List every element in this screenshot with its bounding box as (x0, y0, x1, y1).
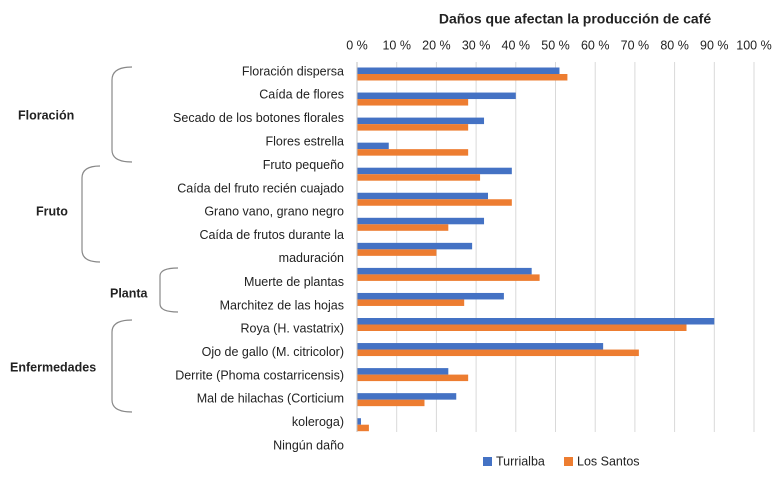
y-tick-label: Floración dispersa (242, 64, 344, 78)
bar (357, 167, 512, 175)
y-tick-label: Marchitez de las hojas (220, 298, 344, 312)
bar (357, 393, 457, 400)
bar (357, 142, 389, 150)
y-tick-label: Caída del fruto recién cuajado (177, 181, 344, 195)
bar (357, 124, 469, 131)
x-tick-label: 30 % (462, 38, 491, 52)
y-tick-label: Roya (H. vastatrix) (241, 322, 345, 336)
bar (357, 418, 361, 425)
legend-swatch (564, 457, 573, 466)
bar (357, 74, 568, 81)
x-tick-label: 20 % (422, 38, 451, 52)
y-tick-label: Secado de los botones florales (173, 111, 344, 125)
x-tick-label: 100 % (736, 38, 771, 52)
bar (357, 67, 560, 74)
bar (357, 149, 469, 156)
y-tick-label: Caída de flores (259, 88, 344, 102)
y-tick-label: Grano vano, grano negro (204, 205, 344, 219)
x-tick-label: 10 % (382, 38, 411, 52)
bar (357, 318, 715, 325)
bar (357, 199, 512, 206)
bar (357, 349, 639, 357)
y-tick-label: Fruto pequeño (263, 158, 344, 172)
label-line: Mal de hilachas (Corticium (197, 392, 344, 406)
x-tick-label: 60 % (581, 38, 610, 52)
label-line: koleroga) (292, 415, 344, 429)
bar (357, 299, 465, 306)
bar (357, 324, 687, 331)
bar (357, 249, 437, 256)
bar (357, 292, 504, 300)
bar (357, 399, 425, 407)
bar (357, 217, 485, 225)
y-tick-label: Muerte de plantas (244, 275, 344, 289)
bar (357, 192, 489, 200)
y-tick-label: Mal de hilachas (Corticium koleroga) (197, 392, 344, 429)
bar (357, 374, 469, 382)
bracket (159, 267, 179, 313)
bracket (111, 66, 133, 163)
bracket (111, 319, 133, 413)
chart-title: Daños que afectan la producción de café (439, 11, 712, 27)
x-tick-label: 0 % (346, 38, 368, 52)
bar (357, 242, 473, 250)
x-tick-label: 40 % (502, 38, 531, 52)
y-tick-label: Flores estrella (266, 134, 345, 148)
y-tick-label: Ojo de gallo (M. citricolor) (202, 345, 344, 359)
bar (357, 117, 485, 125)
bar (357, 424, 369, 432)
bar (357, 224, 449, 231)
x-tick-label: 90 % (700, 38, 729, 52)
group-label: Planta (110, 286, 149, 300)
x-tick-label: 70 % (621, 38, 650, 52)
legend-label: Los Santos (577, 454, 640, 468)
legend-label: Turrialba (496, 454, 545, 468)
group-label: Fruto (36, 204, 68, 218)
bar (357, 92, 516, 100)
legend-swatch (483, 457, 492, 466)
y-tick-label: Caída de frutos durante la maduración (199, 228, 344, 265)
label-line: maduración (279, 251, 344, 265)
x-tick-label: 80 % (660, 38, 689, 52)
x-tick-label: 50 % (541, 38, 570, 52)
label-line: Caída de frutos durante la (199, 228, 344, 242)
bar (357, 368, 449, 375)
y-tick-label: Ningún daño (273, 439, 344, 453)
bar (357, 343, 604, 350)
group-label: Floración (18, 108, 74, 122)
bar (357, 267, 532, 275)
bar (357, 174, 481, 181)
bar (357, 274, 540, 281)
bracket (81, 165, 101, 263)
group-label: Enfermedades (10, 360, 96, 374)
y-tick-label: Derrite (Phoma costarricensis) (175, 368, 344, 382)
bar (357, 99, 469, 106)
